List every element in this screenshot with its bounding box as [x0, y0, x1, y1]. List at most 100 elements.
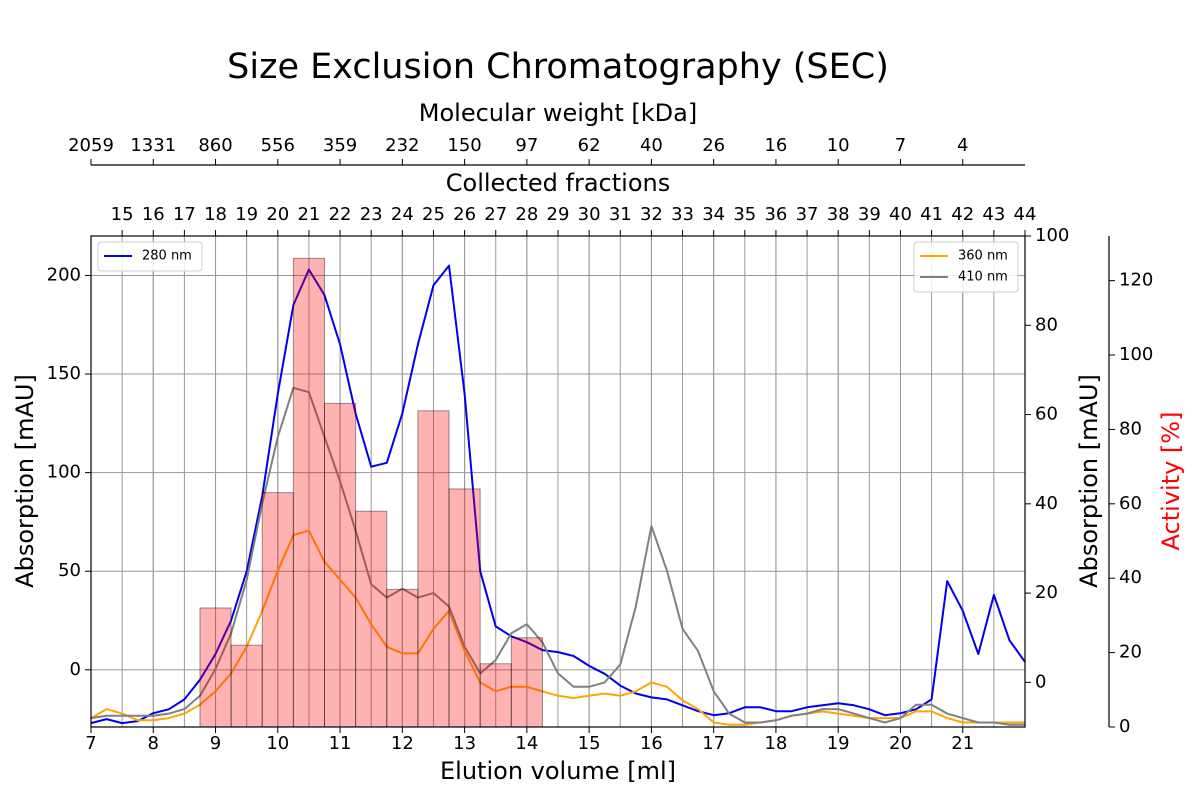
y2-tick-label: 80	[1035, 314, 1058, 335]
y3-tick-label: 120	[1119, 270, 1153, 291]
mw-tick-label: 359	[323, 135, 357, 156]
fraction-tick-label: 28	[515, 204, 538, 225]
mw-tick-label: 4	[957, 135, 968, 156]
chart-title: Size Exclusion Chromatography (SEC)	[227, 47, 889, 87]
x-tick-label: 12	[391, 733, 414, 754]
fraction-tick-label: 39	[858, 204, 881, 225]
x-tick-label: 21	[951, 733, 974, 754]
y3-axis-label: Activity [%]	[1157, 412, 1185, 551]
fraction-tick-label: 24	[391, 204, 414, 225]
y2-tick-label: 60	[1035, 404, 1058, 425]
fraction-tick-label: 34	[702, 204, 725, 225]
y-tick-label: 150	[47, 363, 81, 384]
fraction-tick-label: 35	[733, 204, 756, 225]
y3-tick-label: 80	[1119, 418, 1142, 439]
mw-tick-label: 2059	[68, 135, 114, 156]
x-tick-label: 15	[578, 733, 601, 754]
fraction-tick-label: 43	[982, 204, 1005, 225]
fraction-tick-label: 27	[484, 204, 507, 225]
y2-tick-label: 0	[1035, 671, 1046, 692]
fraction-tick-label: 21	[297, 204, 320, 225]
fraction-tick-label: 18	[204, 204, 227, 225]
x-tick-label: 19	[827, 733, 850, 754]
y-tick-label: 0	[70, 659, 81, 680]
mw-tick-label: 97	[515, 135, 538, 156]
fraction-tick-label: 33	[671, 204, 694, 225]
x-tick-label: 16	[640, 733, 663, 754]
mw-tick-label: 232	[385, 135, 419, 156]
legend-box	[97, 241, 203, 272]
activity-bar	[324, 402, 357, 728]
mw-tick-label: 10	[827, 135, 850, 156]
activity-bar	[479, 663, 512, 728]
fraction-tick-label: 16	[142, 204, 165, 225]
y-tick-label: 200	[47, 264, 81, 285]
activity-bar	[510, 637, 543, 728]
mw-tick-label: 860	[198, 135, 232, 156]
line-series	[90, 386, 1025, 726]
x-tick-label: 7	[85, 733, 96, 754]
y3-tick-label: 0	[1119, 716, 1130, 737]
fraction-tick-label: 32	[640, 204, 663, 225]
fraction-tick-label: 20	[266, 204, 289, 225]
fraction-tick-label: 41	[920, 204, 943, 225]
fraction-tick-label: 44	[1014, 204, 1037, 225]
fraction-tick-label: 37	[796, 204, 819, 225]
fraction-axis-label: Collected fractions	[446, 169, 670, 197]
y-axis-label: Absorption [mAU]	[11, 374, 39, 588]
fraction-tick-label: 29	[547, 204, 570, 225]
mw-tick-label: 1331	[130, 135, 176, 156]
fraction-tick-label: 23	[360, 204, 383, 225]
y-tick-label: 50	[58, 560, 81, 581]
x-tick-label: 18	[764, 733, 787, 754]
x-tick-label: 20	[889, 733, 912, 754]
fraction-tick-label: 40	[889, 204, 912, 225]
line-series	[90, 264, 1026, 725]
mw-tick-label: 7	[895, 135, 906, 156]
fraction-tick-label: 17	[173, 204, 196, 225]
y2-tick-label: 100	[1035, 225, 1069, 246]
fraction-tick-label: 31	[609, 204, 632, 225]
fraction-tick-label: 22	[329, 204, 352, 225]
legend-label: 410 nm	[958, 270, 1008, 285]
y-tick-label: 100	[47, 462, 81, 483]
x-axis-label: Elution volume [ml]	[440, 757, 676, 785]
activity-bar	[448, 488, 481, 728]
x-tick-label: 8	[148, 733, 159, 754]
legend-label: 360 nm	[958, 249, 1008, 264]
x-tick-label: 14	[515, 733, 538, 754]
x-tick-label: 13	[453, 733, 476, 754]
fraction-tick-label: 25	[422, 204, 445, 225]
activity-bar	[230, 644, 263, 728]
mw-tick-label: 16	[764, 135, 787, 156]
y3-tick-label: 20	[1119, 642, 1142, 663]
mw-tick-label: 40	[640, 135, 663, 156]
fraction-tick-label: 26	[453, 204, 476, 225]
x-tick-label: 9	[210, 733, 221, 754]
x-tick-label: 10	[266, 733, 289, 754]
y2-tick-label: 20	[1035, 582, 1058, 603]
activity-bar	[355, 510, 388, 728]
legend-label: 280 nm	[142, 249, 192, 264]
activity-bar	[417, 410, 450, 728]
fraction-tick-label: 30	[578, 204, 601, 225]
mw-tick-label: 556	[261, 135, 295, 156]
activity-bar	[199, 607, 232, 728]
y3-tick-label: 40	[1119, 567, 1142, 588]
fraction-tick-label: 19	[235, 204, 258, 225]
mw-tick-label: 62	[578, 135, 601, 156]
y3-tick-label: 60	[1119, 493, 1142, 514]
activity-bar	[261, 492, 294, 728]
fraction-tick-label: 15	[111, 204, 134, 225]
legend-box	[913, 241, 1019, 293]
fraction-tick-label: 38	[827, 204, 850, 225]
x-tick-label: 11	[329, 733, 352, 754]
mw-axis-label: Molecular weight [kDa]	[419, 99, 697, 127]
fraction-tick-label: 42	[951, 204, 974, 225]
mw-tick-label: 150	[447, 135, 481, 156]
activity-bar	[386, 588, 419, 728]
y2-tick-label: 40	[1035, 493, 1058, 514]
x-tick-label: 17	[702, 733, 725, 754]
mw-tick-label: 26	[702, 135, 725, 156]
